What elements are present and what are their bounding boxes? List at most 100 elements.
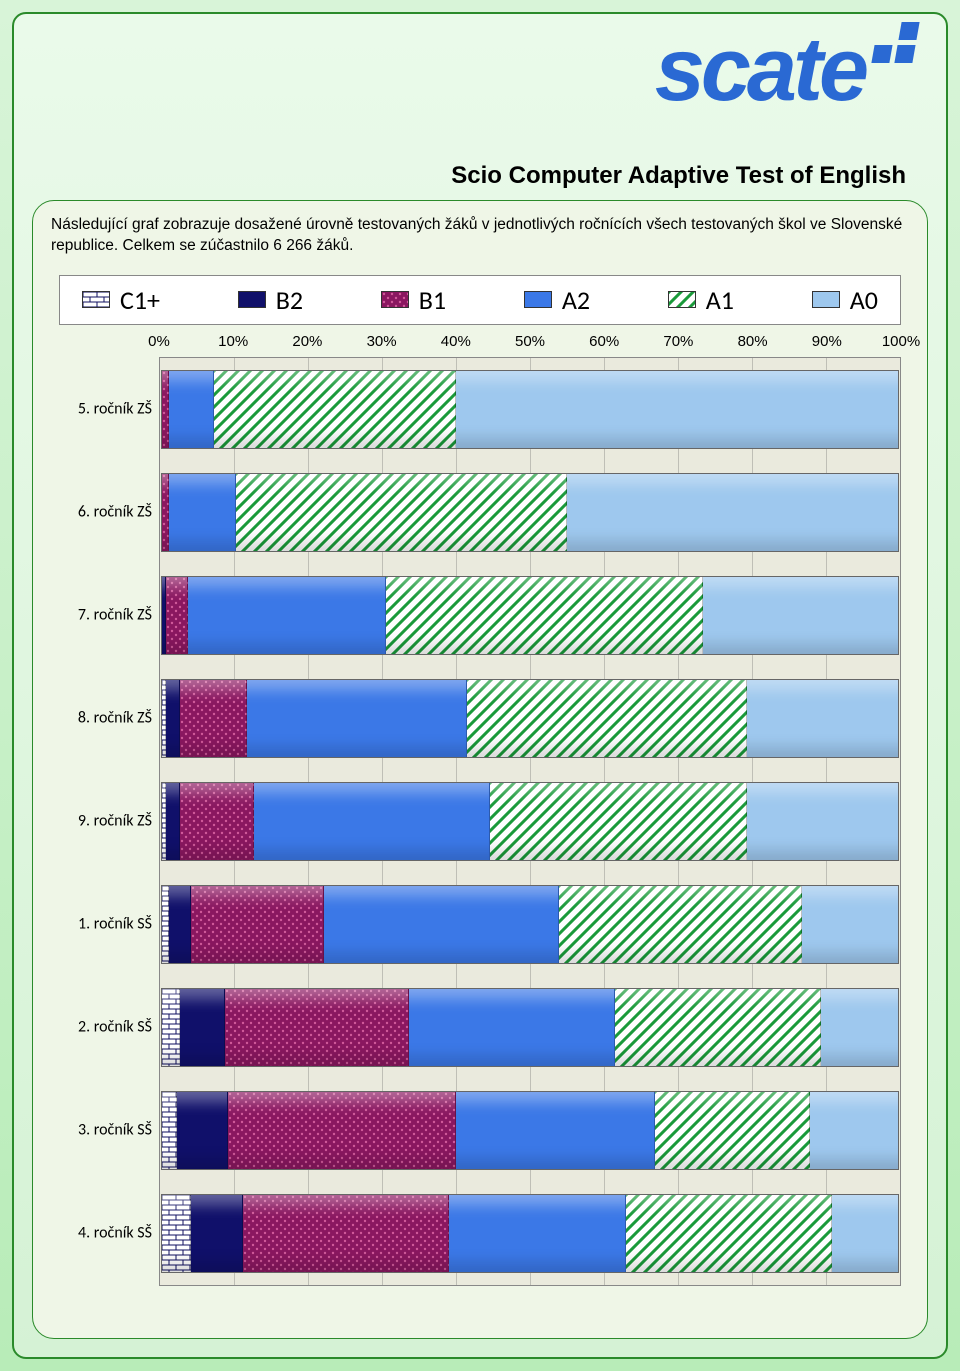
logo: scate bbox=[655, 34, 916, 106]
axis-tick: 20% bbox=[292, 333, 322, 350]
bar-segment-A1 bbox=[214, 371, 457, 448]
bar-segment-A2 bbox=[254, 783, 490, 860]
bar-segment-A0 bbox=[567, 474, 898, 551]
chart-row: 6. ročník ZŠ bbox=[160, 461, 900, 564]
legend-swatch bbox=[812, 291, 840, 308]
chart-row: 9. ročník ZŠ bbox=[160, 770, 900, 873]
legend-swatch bbox=[238, 291, 266, 308]
bar-segment-B1 bbox=[225, 989, 409, 1066]
bar-segment-B1 bbox=[180, 680, 246, 757]
legend-label: B1 bbox=[419, 284, 446, 316]
bar-segment-A2 bbox=[169, 371, 213, 448]
page-subtitle: Scio Computer Adaptive Test of English bbox=[451, 162, 906, 190]
row-label: 1. ročník SŠ bbox=[48, 915, 152, 934]
chart-row: 3. ročník SŠ bbox=[160, 1079, 900, 1182]
bar-segment-A1 bbox=[655, 1092, 810, 1169]
legend-item: A1 bbox=[668, 284, 734, 316]
bar-segment-A0 bbox=[832, 1195, 898, 1272]
row-label: 7. ročník ZŠ bbox=[48, 606, 152, 625]
stacked-bar bbox=[161, 1194, 899, 1273]
bar-segment-A0 bbox=[456, 371, 898, 448]
legend-label: A1 bbox=[706, 284, 734, 316]
bar-segment-B2 bbox=[166, 783, 181, 860]
axis-tick: 10% bbox=[218, 333, 248, 350]
legend: C1+ B2 B1 A2 A1 A0 bbox=[59, 275, 901, 325]
legend-swatch bbox=[381, 291, 409, 308]
x-axis: 0%10%20%30%40%50%60%70%80%90%100% bbox=[159, 331, 901, 357]
bar-segment-A1 bbox=[559, 886, 802, 963]
chart-row: 8. ročník ZŠ bbox=[160, 667, 900, 770]
bar-segment-A0 bbox=[703, 577, 898, 654]
row-label: 9. ročník ZŠ bbox=[48, 812, 152, 831]
legend-item: A2 bbox=[524, 284, 590, 316]
bar-segment-A2 bbox=[324, 886, 560, 963]
bar-segment-A1 bbox=[490, 783, 748, 860]
row-label: 4. ročník SŠ bbox=[48, 1224, 152, 1243]
legend-swatch bbox=[524, 291, 552, 308]
chart-row: 4. ročník SŠ bbox=[160, 1182, 900, 1285]
axis-tick: 0% bbox=[148, 333, 170, 350]
logo-text: scate bbox=[655, 34, 865, 106]
bar-segment-B1 bbox=[162, 371, 169, 448]
bar-segment-A0 bbox=[810, 1092, 898, 1169]
bar-segment-C1plus bbox=[162, 1092, 177, 1169]
stacked-bar bbox=[161, 988, 899, 1067]
plot-area: 5. ročník ZŠ6. ročník ZŠ7. ročník ZŠ8. r… bbox=[159, 357, 901, 1286]
bar-segment-B2 bbox=[169, 886, 191, 963]
legend-item: B2 bbox=[238, 284, 303, 316]
chart-row: 2. ročník SŠ bbox=[160, 976, 900, 1079]
axis-tick: 40% bbox=[441, 333, 471, 350]
bar-segment-B1 bbox=[191, 886, 323, 963]
axis-tick: 50% bbox=[515, 333, 545, 350]
bar-segment-A1 bbox=[626, 1195, 832, 1272]
bar-segment-B2 bbox=[191, 1195, 243, 1272]
bar-segment-A1 bbox=[386, 577, 702, 654]
intro-text: Následující graf zobrazuje dosažené úrov… bbox=[51, 215, 909, 257]
bar-segment-A2 bbox=[449, 1195, 626, 1272]
legend-swatch bbox=[82, 291, 110, 308]
chart: 0%10%20%30%40%50%60%70%80%90%100% 5. roč… bbox=[159, 331, 901, 1290]
legend-item: B1 bbox=[381, 284, 446, 316]
stacked-bar bbox=[161, 782, 899, 861]
bar-segment-A2 bbox=[247, 680, 468, 757]
bar-segment-A1 bbox=[236, 474, 567, 551]
legend-item: C1+ bbox=[82, 284, 160, 316]
legend-label: A2 bbox=[562, 284, 590, 316]
stacked-bar bbox=[161, 370, 899, 449]
bar-segment-C1plus bbox=[162, 1195, 191, 1272]
bar-segment-A0 bbox=[821, 989, 898, 1066]
bar-segment-B1 bbox=[243, 1195, 449, 1272]
bar-segment-C1plus bbox=[162, 989, 180, 1066]
logo-dots-icon bbox=[871, 22, 919, 63]
row-label: 8. ročník ZŠ bbox=[48, 709, 152, 728]
bar-segment-B1 bbox=[180, 783, 254, 860]
bar-segment-B2 bbox=[166, 680, 181, 757]
chart-row: 7. ročník ZŠ bbox=[160, 564, 900, 667]
bar-segment-C1plus bbox=[162, 886, 169, 963]
stacked-bar bbox=[161, 885, 899, 964]
stacked-bar bbox=[161, 1091, 899, 1170]
legend-label: A0 bbox=[850, 284, 878, 316]
bar-segment-B1 bbox=[228, 1092, 456, 1169]
bar-segment-B1 bbox=[162, 474, 169, 551]
axis-tick: 70% bbox=[663, 333, 693, 350]
legend-item: A0 bbox=[812, 284, 878, 316]
bar-segment-A1 bbox=[615, 989, 821, 1066]
bar-segment-A0 bbox=[802, 886, 898, 963]
bar-segment-A2 bbox=[188, 577, 387, 654]
axis-tick: 30% bbox=[367, 333, 397, 350]
content-card: Následující graf zobrazuje dosažené úrov… bbox=[32, 200, 928, 1339]
bar-segment-A2 bbox=[169, 474, 235, 551]
bar-segment-A0 bbox=[747, 680, 898, 757]
axis-tick: 60% bbox=[589, 333, 619, 350]
logo-area: scate bbox=[655, 34, 916, 106]
legend-label: B2 bbox=[276, 284, 303, 316]
stacked-bar bbox=[161, 576, 899, 655]
bar-segment-B2 bbox=[180, 989, 224, 1066]
row-label: 2. ročník SŠ bbox=[48, 1018, 152, 1037]
bar-segment-A2 bbox=[409, 989, 615, 1066]
bar-segment-B2 bbox=[177, 1092, 229, 1169]
legend-label: C1+ bbox=[120, 284, 160, 316]
axis-tick: 100% bbox=[882, 333, 920, 350]
legend-swatch bbox=[668, 291, 696, 308]
